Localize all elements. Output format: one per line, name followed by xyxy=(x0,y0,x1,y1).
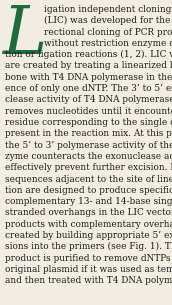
Text: clease activity of T4 DNA polymerase: clease activity of T4 DNA polymerase xyxy=(5,95,172,104)
Text: sions into the primers (see Fig. 1). The PCR: sions into the primers (see Fig. 1). The… xyxy=(5,242,172,251)
Text: removes nucleotides until it encounters a: removes nucleotides until it encounters … xyxy=(5,107,172,116)
Text: products with complementary overhangs are: products with complementary overhangs ar… xyxy=(5,220,172,229)
Text: and then treated with T4 DNA polymerase: and then treated with T4 DNA polymerase xyxy=(5,276,172,285)
Text: tion are designed to produce specific non-: tion are designed to produce specific no… xyxy=(5,186,172,195)
Text: L: L xyxy=(2,3,46,68)
Text: zyme counteracts the exonuclease activity to: zyme counteracts the exonuclease activit… xyxy=(5,152,172,161)
Text: tion or ligation reactions (1, 2). LIC vectors: tion or ligation reactions (1, 2). LIC v… xyxy=(5,50,172,59)
Text: product is purified to remove dNTPs (and: product is purified to remove dNTPs (and xyxy=(5,253,172,263)
Text: igation independent cloning: igation independent cloning xyxy=(44,5,171,14)
Text: effectively prevent further excision. Plasmid: effectively prevent further excision. Pl… xyxy=(5,163,172,172)
Text: without restriction enzyme diges-: without restriction enzyme diges- xyxy=(44,39,172,48)
Text: (LIC) was developed for the di-: (LIC) was developed for the di- xyxy=(44,16,172,25)
Text: bone with T4 DNA polymerase in the pres-: bone with T4 DNA polymerase in the pres- xyxy=(5,73,172,82)
Text: are created by treating a linearized back-: are created by treating a linearized bac… xyxy=(5,62,172,70)
Text: sequences adjacent to the site of lineariza-: sequences adjacent to the site of linear… xyxy=(5,174,172,184)
Text: present in the reaction mix. At this point,: present in the reaction mix. At this poi… xyxy=(5,129,172,138)
Text: stranded overhangs in the LIC vector. PCR: stranded overhangs in the LIC vector. PC… xyxy=(5,208,172,217)
Text: residue corresponding to the single dNTP: residue corresponding to the single dNTP xyxy=(5,118,172,127)
Text: the 5’ to 3’ polymerase activity of the en-: the 5’ to 3’ polymerase activity of the … xyxy=(5,141,172,149)
Text: created by building appropriate 5’ exten-: created by building appropriate 5’ exten… xyxy=(5,231,172,240)
Text: complementary 13- and 14-base single: complementary 13- and 14-base single xyxy=(5,197,172,206)
Text: rectional cloning of PCR products: rectional cloning of PCR products xyxy=(44,27,172,37)
Text: ence of only one dNTP. The 3’ to 5’ exonu-: ence of only one dNTP. The 3’ to 5’ exon… xyxy=(5,84,172,93)
Text: original plasmid if it was used as template): original plasmid if it was used as templ… xyxy=(5,265,172,274)
